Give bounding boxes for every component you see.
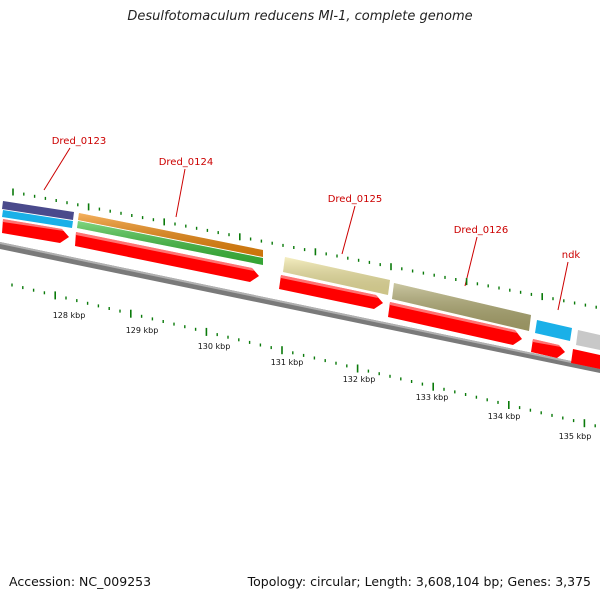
leader-line-ndk <box>557 261 569 311</box>
kbp-label-133: 133 kbp <box>416 393 449 402</box>
lower-tick-track <box>11 283 596 428</box>
gene-label-dred-0123: Dred_0123 <box>52 136 107 147</box>
gene-label-ndk: ndk <box>562 250 581 261</box>
cds-arrow-dred-0126 <box>388 302 522 345</box>
genome-stats-label: Topology: circular; Length: 3,608,104 bp… <box>247 574 591 589</box>
leader-line-dred-0125 <box>341 205 356 255</box>
kbp-label-135: 135 kbp <box>559 432 592 441</box>
cds-arrow-ndk <box>531 339 565 358</box>
cds-arrow-dred-0125 <box>279 275 383 309</box>
feature-bar-olive-shade <box>392 283 531 331</box>
backbone-highlight <box>0 242 600 369</box>
kbp-label-131: 131 kbp <box>271 358 304 367</box>
gene-label-dred-0125: Dred_0125 <box>328 194 383 205</box>
cds-arrow-dred-0124 <box>75 232 259 282</box>
leader-line-dred-0123 <box>43 147 71 191</box>
cds-arrow-highlights <box>3 219 561 347</box>
cds-arrow-dred-0123 <box>2 219 69 243</box>
cds-arrow-partial <box>571 349 600 369</box>
gene-label-dred-0126: Dred_0126 <box>454 225 509 236</box>
gene-label-dred-0124: Dred_0124 <box>159 157 214 168</box>
kbp-label-130: 130 kbp <box>198 342 231 351</box>
feature-bar-cyan-ndk <box>535 320 572 341</box>
feature-bar-orange-shade <box>78 213 263 257</box>
kbp-label-129: 129 kbp <box>126 326 159 335</box>
feature-bar-green-shade <box>77 221 263 265</box>
kbp-label-128: 128 kbp <box>53 311 86 320</box>
leader-line-dred-0124 <box>175 168 186 218</box>
kbp-label-134: 134 kbp <box>488 412 521 421</box>
feature-bar-cyan <box>2 210 73 228</box>
feature-bar-pale-yellow-shade <box>283 257 390 295</box>
accession-label: Accession: NC_009253 <box>9 574 152 589</box>
upper-tick-track <box>12 188 597 309</box>
map-title: Desulfotomaculum reducens MI-1, complete… <box>127 9 473 24</box>
feature-bar-purple <box>2 201 74 220</box>
feature-bar-gray <box>576 330 600 350</box>
kbp-label-132: 132 kbp <box>343 375 376 384</box>
leader-line-dred-0126 <box>464 236 478 287</box>
